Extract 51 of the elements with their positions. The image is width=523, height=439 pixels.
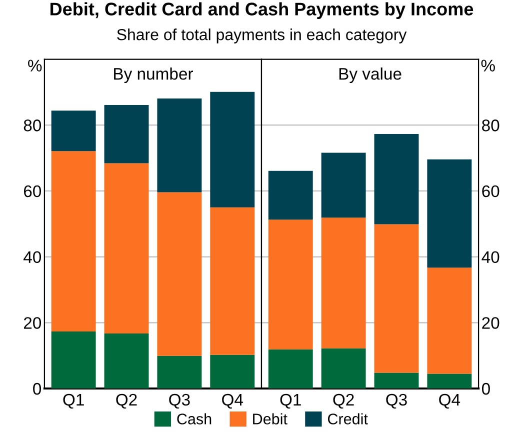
bar	[157, 98, 202, 192]
legend-label: Credit	[328, 413, 368, 424]
bar	[374, 134, 419, 224]
bar	[321, 152, 366, 218]
bar	[210, 207, 255, 355]
bar	[268, 349, 313, 389]
x-tick-label: Q4	[222, 394, 244, 409]
bar	[427, 374, 472, 389]
bar	[51, 332, 96, 389]
chart-title: Debit, Credit Card and Cash Payments by Income	[50, 2, 474, 20]
bar	[157, 356, 202, 389]
y-tick-label: 60	[24, 185, 42, 198]
legend-label: Cash	[177, 413, 212, 424]
x-tick-label: Q3	[169, 394, 190, 409]
y-tick-label: 0	[33, 382, 42, 395]
annotation: By number	[114, 67, 193, 84]
bar	[427, 159, 472, 268]
bar	[104, 163, 149, 334]
y-axis-title: %	[28, 60, 42, 72]
x-tick-label: Q1	[63, 394, 84, 409]
x-tick-label: Q4	[439, 394, 460, 409]
bar	[321, 218, 366, 348]
bar	[104, 105, 149, 164]
x-tick-label: Q1	[280, 394, 301, 409]
bar	[268, 220, 313, 350]
bar	[51, 110, 96, 152]
x-tick-label: Q2	[116, 394, 137, 409]
y-tick-label: 20	[24, 317, 42, 329]
bar	[268, 170, 313, 220]
y-axis-title: %	[481, 60, 495, 72]
bar	[427, 268, 472, 374]
legend-label: Debit	[253, 413, 288, 424]
y-tick-label: 0	[482, 382, 490, 395]
x-tick-label: Q2	[333, 394, 354, 409]
y-tick-label: 80	[24, 120, 42, 132]
y-tick-label: 40	[482, 251, 500, 264]
y-tick-label: 40	[24, 251, 42, 264]
bar	[210, 354, 255, 389]
y-tick-label: 60	[482, 185, 500, 198]
bar	[321, 348, 366, 389]
x-tick-label: Q3	[386, 394, 407, 409]
bar	[51, 151, 96, 332]
bar	[374, 372, 419, 389]
bar	[210, 92, 255, 208]
bar	[157, 192, 202, 356]
annotation: By value	[339, 67, 402, 84]
bar	[374, 224, 419, 373]
y-tick-label: 80	[482, 120, 500, 132]
bar	[104, 334, 149, 389]
chart-subtitle: Share of total payments in each category	[117, 28, 407, 44]
y-tick-label: 20	[482, 317, 500, 329]
